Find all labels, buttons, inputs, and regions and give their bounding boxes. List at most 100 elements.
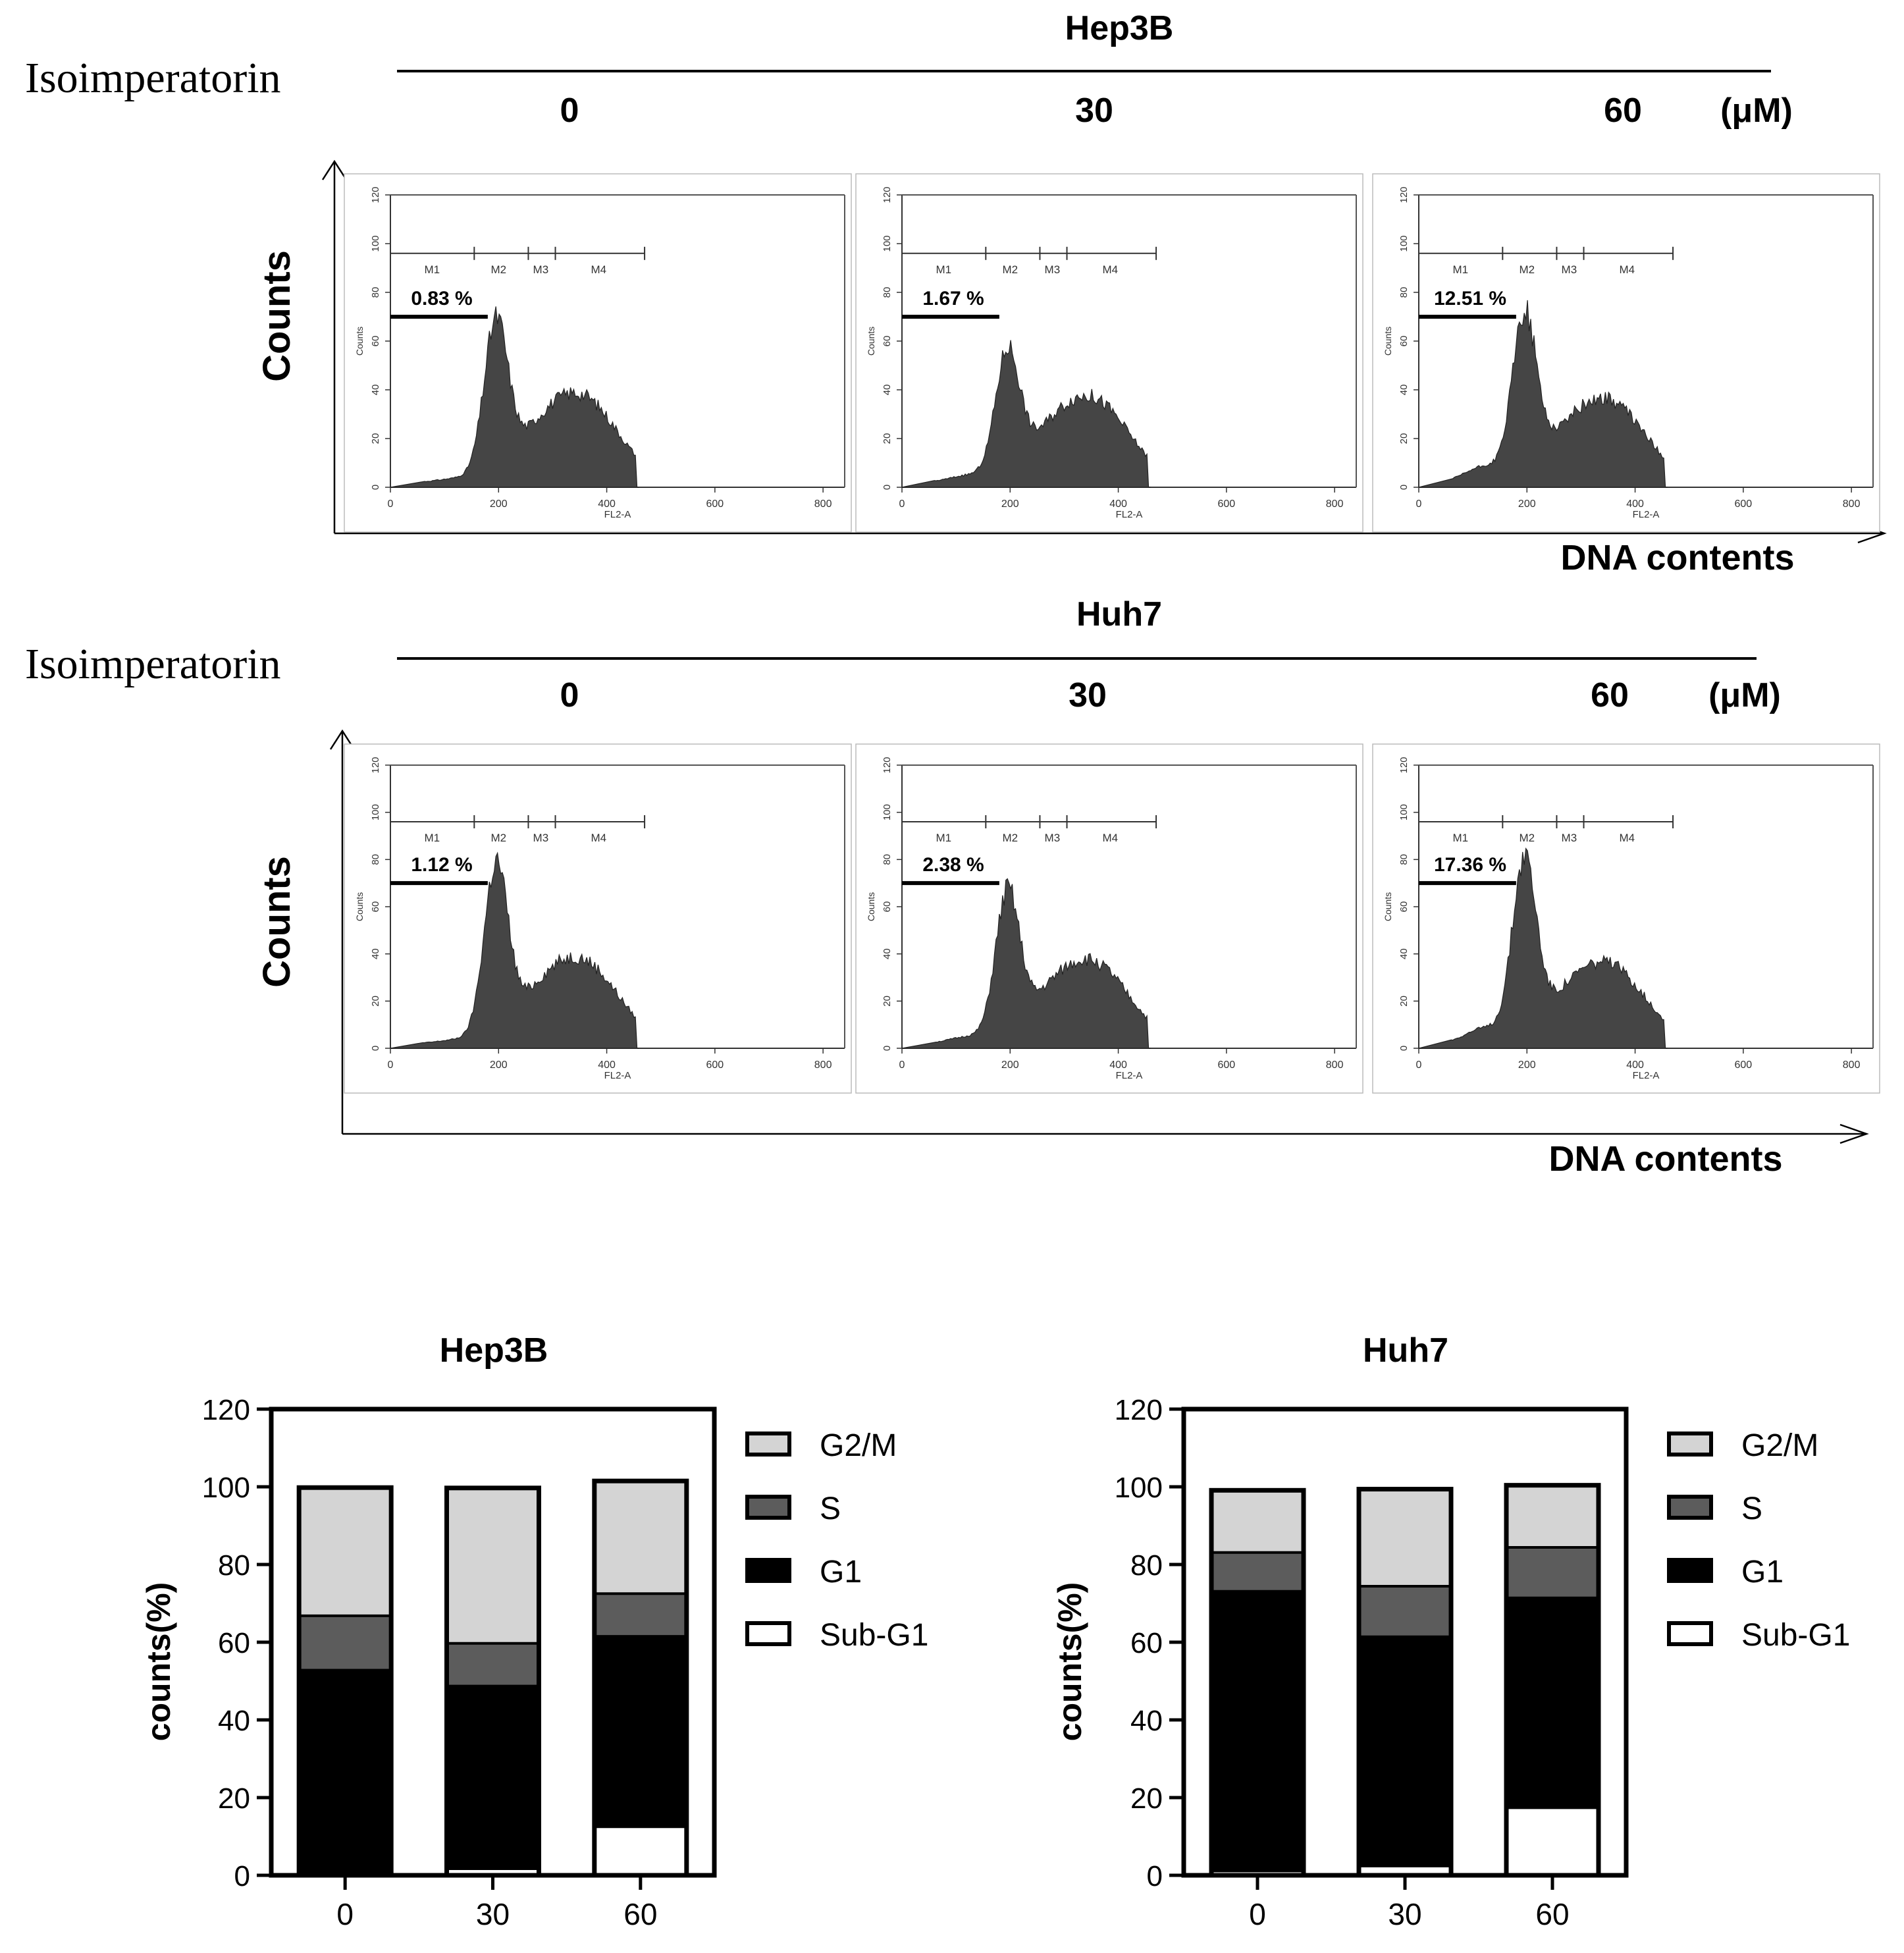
y-tick-label: 40: [1130, 1705, 1163, 1737]
hist-y-tick-label: 100: [370, 804, 381, 820]
bar-segment-s: [1506, 1547, 1599, 1598]
hist-y-tick-label: 20: [882, 433, 893, 444]
treatment-label: Isoimperatorin: [25, 54, 281, 102]
hist-y-tick-label: 100: [1398, 235, 1410, 252]
y-tick-label: 40: [218, 1705, 250, 1737]
y-tick-label: 80: [218, 1549, 250, 1582]
dna-histogram: [390, 306, 639, 488]
unit-label: (μM): [1720, 92, 1793, 130]
hist-y-tick-label: 0: [882, 485, 893, 490]
legend-swatch: [1667, 1495, 1713, 1520]
hist-x-tick-label: 200: [490, 1059, 508, 1071]
marker-label: M1: [1452, 263, 1468, 276]
y-tick-label: 20: [218, 1782, 250, 1815]
hist-y-tick-label: 40: [882, 385, 893, 396]
hist-y-tick-label: 0: [370, 485, 381, 490]
x-tick-label: 0: [1249, 1897, 1266, 1931]
subg1-percent: 1.67 %: [922, 288, 984, 309]
hist-y-tick-label: 0: [370, 1046, 381, 1051]
y-tick-label: 60: [1130, 1627, 1163, 1659]
x-tick-label: 60: [1535, 1897, 1569, 1931]
legend-label: S: [820, 1491, 841, 1526]
bar-segment-g1: [1211, 1591, 1304, 1871]
flow-row-huh7: Huh7 Isoimperatorin 0 30 60 (μM) Counts DNA con…: [25, 595, 1880, 1179]
y-arrowhead: [329, 729, 356, 750]
legend-swatch: [1667, 1431, 1713, 1457]
hist-x-tick-label: 0: [388, 1059, 394, 1071]
bar-stack: [444, 1485, 541, 1878]
y-tick-label: 120: [202, 1394, 250, 1426]
x-tick-label: 30: [1388, 1897, 1421, 1931]
dna-histogram: [1418, 300, 1668, 488]
hist-x-tick-label: 400: [598, 1059, 616, 1071]
stacked-bar-chart-huh7: Huh7 0 20 40 60 80 100 120 counts(%) 0 30 60 G2/M S G1…: [1051, 1331, 1850, 1931]
dose-label: 30: [1075, 92, 1113, 130]
dose-label: 0: [560, 92, 579, 130]
marker-label: M2: [1519, 832, 1535, 844]
hist-y-tick-label: 80: [370, 854, 381, 865]
hist-y-label: Counts: [866, 892, 876, 921]
x-tick-label: 60: [623, 1897, 657, 1931]
hist-x-tick-label: 800: [1843, 498, 1861, 510]
cell-line-title: Huh7: [1076, 595, 1162, 633]
bar-segment-g1: [1506, 1597, 1599, 1808]
y-tick-label: 100: [202, 1472, 250, 1504]
hist-x-tick-label: 200: [1001, 1059, 1019, 1071]
chart-title: Huh7: [1363, 1331, 1448, 1370]
stacked-bar-chart-hep3b: Hep3B 0 20 40 60 80 100 120 counts(%) 0 30 60 G2/M SG…: [140, 1331, 928, 1931]
legend-label: Sub-G1: [820, 1618, 928, 1653]
marker-label: M3: [1562, 832, 1577, 844]
marker-label: M3: [533, 832, 549, 844]
bar-segment-s: [299, 1615, 392, 1671]
hist-y-tick-label: 80: [882, 854, 893, 865]
hist-y-tick-label: 120: [370, 757, 381, 773]
hist-y-tick-label: 100: [1398, 804, 1410, 820]
y-tick-label: 100: [1115, 1472, 1163, 1504]
subg1-percent: 2.38 %: [922, 854, 984, 876]
dose-label: 60: [1604, 92, 1642, 130]
marker-label: M3: [1045, 832, 1061, 844]
bar-segment-g2-m: [446, 1487, 539, 1644]
bar-segment-g1: [594, 1636, 687, 1827]
hist-y-tick-label: 120: [882, 186, 893, 203]
bar-stack: [592, 1478, 689, 1878]
hist-x-tick-label: 800: [1326, 1059, 1344, 1071]
bar-segment-s: [446, 1643, 539, 1686]
hist-x-tick-label: 400: [1626, 498, 1644, 510]
bar-segment-s: [594, 1593, 687, 1637]
bar-stack: [1209, 1487, 1306, 1878]
dna-histogram: [901, 340, 1151, 488]
bar-stack: [1356, 1487, 1454, 1878]
histogram-panel: 0 20 40 60 80 100 120 0 200 400 600 800 FL2-A Counts M…: [855, 743, 1363, 1094]
hist-y-tick-label: 20: [370, 433, 381, 444]
bar-segment-s: [1359, 1586, 1451, 1637]
hist-y-tick-label: 100: [882, 804, 893, 820]
hist-x-label: FL2-A: [1116, 509, 1143, 520]
hist-y-tick-label: 20: [1398, 996, 1410, 1007]
hist-y-tick-label: 60: [1398, 336, 1410, 347]
hist-x-tick-label: 600: [1218, 498, 1236, 510]
hist-y-tick-label: 80: [882, 287, 893, 298]
legend-swatch: [1667, 1558, 1713, 1583]
hist-y-tick-label: 100: [370, 235, 381, 252]
hist-y-tick-label: 0: [882, 1046, 893, 1051]
y-axis-label: counts(%): [140, 1582, 177, 1742]
bar-segment-g2-m: [1211, 1490, 1304, 1553]
y-tick-label: 0: [1147, 1860, 1163, 1892]
y-axis-label: counts(%): [1051, 1582, 1088, 1742]
marker-label: M4: [1102, 263, 1118, 276]
bar-segment-g2-m: [299, 1487, 392, 1616]
hist-y-tick-label: 40: [882, 948, 893, 959]
bar-stack: [296, 1485, 394, 1878]
hist-y-tick-label: 0: [1398, 1046, 1410, 1051]
legend-label: G1: [1741, 1555, 1784, 1590]
hist-x-tick-label: 200: [1001, 498, 1019, 510]
marker-label: M1: [424, 263, 440, 276]
hist-y-tick-label: 60: [1398, 901, 1410, 913]
hist-x-tick-label: 800: [814, 1059, 832, 1071]
histogram-panel: 0 20 40 60 80 100 120 0 200 400 600 800 FL2-A Counts M…: [344, 743, 852, 1094]
dose-label: 30: [1069, 676, 1107, 714]
legend-label: G1: [820, 1555, 862, 1590]
hist-y-tick-label: 60: [882, 901, 893, 913]
hist-y-tick-label: 60: [370, 901, 381, 913]
